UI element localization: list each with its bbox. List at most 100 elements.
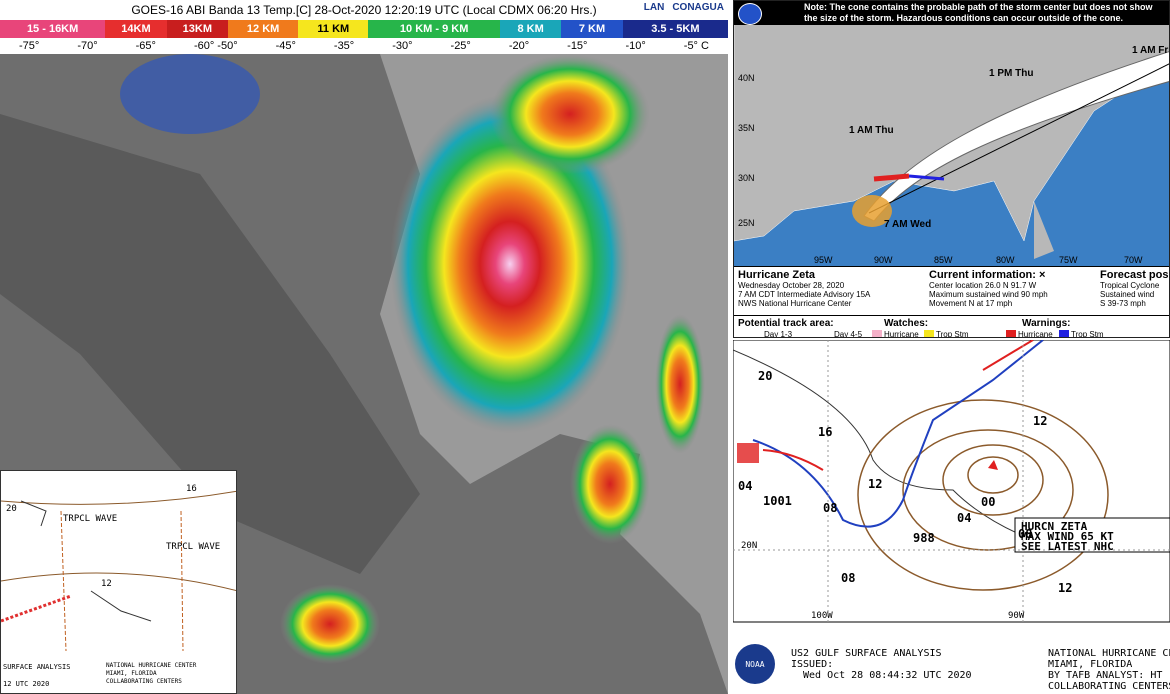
lat-label: 30N (738, 173, 755, 183)
footer-right: NATIONAL HURRICANE CENTER (1048, 648, 1170, 659)
legend-label: Watches: (884, 318, 929, 329)
pressure-label: 988 (913, 531, 935, 545)
pressure-label: 20 (758, 369, 772, 383)
legend: Potential track area: Day 1-3 Day 4-5 Wa… (734, 315, 1169, 338)
current-title: Current information: × (929, 269, 1046, 281)
satellite-title: GOES-16 ABI Banda 13 Temp.[C] 28-Oct-202… (0, 0, 728, 20)
legend-item: Trop Stm (924, 330, 969, 337)
inset-footer: SURFACE ANALYSIS (3, 663, 70, 671)
inset-label: 20 (6, 504, 17, 514)
noaa-icon (738, 3, 762, 25)
storm-line: 7 AM CDT Intermediate Advisory 15A (738, 290, 871, 299)
temp-label: -5° C (683, 40, 709, 52)
time-label: 1 AM Fri (1132, 45, 1170, 56)
footer-right: COLLABORATING CENTERS (1048, 681, 1170, 692)
inset-label: 12 (101, 579, 112, 589)
scale-band: 12 KM (228, 20, 299, 38)
storm-box: MAX WIND 65 KT (1021, 530, 1114, 543)
pressure-label: 08 (841, 571, 855, 585)
pressure-label: 12 (1058, 581, 1072, 595)
current-line: Maximum sustained wind 90 mph (929, 290, 1048, 299)
pressure-label: 12 (868, 477, 882, 491)
scale-band: 15 - 16KM (0, 20, 106, 38)
lat-label: 25N (738, 218, 755, 228)
current-line: Center location 26.0 N 91.7 W (929, 281, 1037, 290)
lon-label: 85W (934, 255, 953, 265)
inset-label: 16 (186, 484, 197, 494)
pressure-label: 04 (738, 479, 752, 493)
lat-label: 40N (738, 73, 755, 83)
cone-image: 40N 35N 30N 25N 95W 90W 85W 80W 75W 70W … (734, 1, 1170, 266)
footer-left: Wed Oct 28 08:44:32 UTC 2020 (803, 670, 972, 681)
lat-label: 35N (738, 123, 755, 133)
inset-chart: TRPCL WAVE TRPCL WAVE 16 20 12 SURFACE A… (1, 484, 236, 688)
grid-label: 90W (1008, 611, 1025, 621)
logos: LAN CONAGUA (644, 2, 724, 13)
pressure-label: 16 (818, 425, 832, 439)
forecast-line: Tropical Cyclone (1100, 281, 1160, 290)
pressure-label: 00 (981, 495, 995, 509)
current-line: Movement N at 17 mph (929, 299, 1013, 308)
cone-map: 40N 35N 30N 25N 95W 90W 85W 80W 75W 70W … (733, 0, 1170, 338)
temp-label: -25° (450, 40, 471, 52)
forecast-line: S 39-73 mph (1100, 299, 1146, 308)
grid-label: 20N (741, 541, 757, 551)
temp-label: -75° (19, 40, 40, 52)
storm-line: NWS National Hurricane Center (738, 299, 852, 308)
time-label: 1 PM Thu (989, 68, 1033, 79)
grid-label: 100W (811, 611, 833, 621)
storm-box: SEE LATEST NHC (1021, 540, 1114, 553)
surface-chart: 1001 988 00 04 08 12 16 20 04 08 12 08 1… (733, 340, 1170, 692)
lon-label: 90W (874, 255, 893, 265)
lon-label: 95W (814, 255, 833, 265)
pressure-label: 08 (823, 501, 837, 515)
legend-item: Trop Stm (1059, 330, 1104, 337)
temp-label: -45° (275, 40, 296, 52)
current-block: Current information: × Center location 2… (929, 269, 1048, 308)
pressure-label: 08 (1018, 527, 1032, 541)
forecast-block: Forecast positions Tropical Cyclone Sust… (1100, 269, 1170, 308)
inset-map: TRPCL WAVE TRPCL WAVE 16 20 12 SURFACE A… (0, 470, 237, 694)
scale-band: 3.5 - 5KM (622, 20, 728, 38)
temp-label: -60° -50° (193, 40, 238, 52)
color-scale: 15 - 16KM 14KM 13KM 12 KM 11 KM 10 KM - 9 KM 8… (0, 20, 728, 38)
legend-label: Potential track area: (738, 318, 834, 329)
footer-left: US2 GULF SURFACE ANALYSIS (791, 648, 942, 659)
inset-label: TRPCL WAVE (166, 542, 220, 552)
legend-item: Day 4-5 (834, 330, 863, 338)
satellite-panel: GOES-16 ABI Banda 13 Temp.[C] 28-Oct-202… (0, 0, 728, 694)
storm-line: Wednesday October 28, 2020 (738, 281, 845, 290)
footer-left: ISSUED: (791, 659, 833, 670)
footer-right: MIAMI, FLORIDA (1048, 659, 1132, 670)
logo: CONAGUA (672, 2, 724, 13)
scale-band: 10 KM - 9 KM (368, 20, 500, 38)
lon-label: 80W (996, 255, 1015, 265)
scale-band: 8 KM (499, 20, 562, 38)
logo: LAN (643, 2, 665, 13)
legend-item: Hurricane (872, 330, 919, 337)
pressure-label: 04 (957, 511, 971, 525)
temp-label: -35° (333, 40, 355, 52)
noaa-logo (735, 644, 775, 684)
legend-item: Day 1-3 (764, 330, 793, 338)
storm-box: HURCN ZETA (1021, 520, 1088, 533)
lon-label: 70W (1124, 255, 1143, 265)
temp-label: -30° (392, 40, 413, 52)
storm-name: Hurricane Zeta (738, 269, 816, 281)
scale-band: 13KM (166, 20, 229, 38)
temperature-scale: -75° -70° -65° -60° -50° -45° -35° -30° -25° -20… (0, 38, 728, 54)
legend-label: Warnings: (1022, 318, 1071, 329)
forecast-title: Forecast positions (1100, 269, 1170, 281)
cone-info: Hurricane Zeta Wednesday October 28, 202… (734, 266, 1170, 338)
cone-note: Note: The cone contains the probable pat… (734, 1, 1169, 25)
pressure-label: 12 (1033, 414, 1047, 428)
footer-right: BY TAFB ANALYST: HT (1048, 670, 1162, 681)
time-label: 1 AM Thu (849, 125, 894, 136)
inset-footer: NATIONAL HURRICANE CENTER (106, 662, 197, 669)
inset-footer: COLLABORATING CENTERS (106, 678, 182, 685)
noaa-logo-text: NOAA (745, 660, 764, 669)
temp-label: -70° (77, 40, 98, 52)
scale-band: 7 KM (561, 20, 623, 38)
pressure-label: 1001 (763, 494, 792, 508)
